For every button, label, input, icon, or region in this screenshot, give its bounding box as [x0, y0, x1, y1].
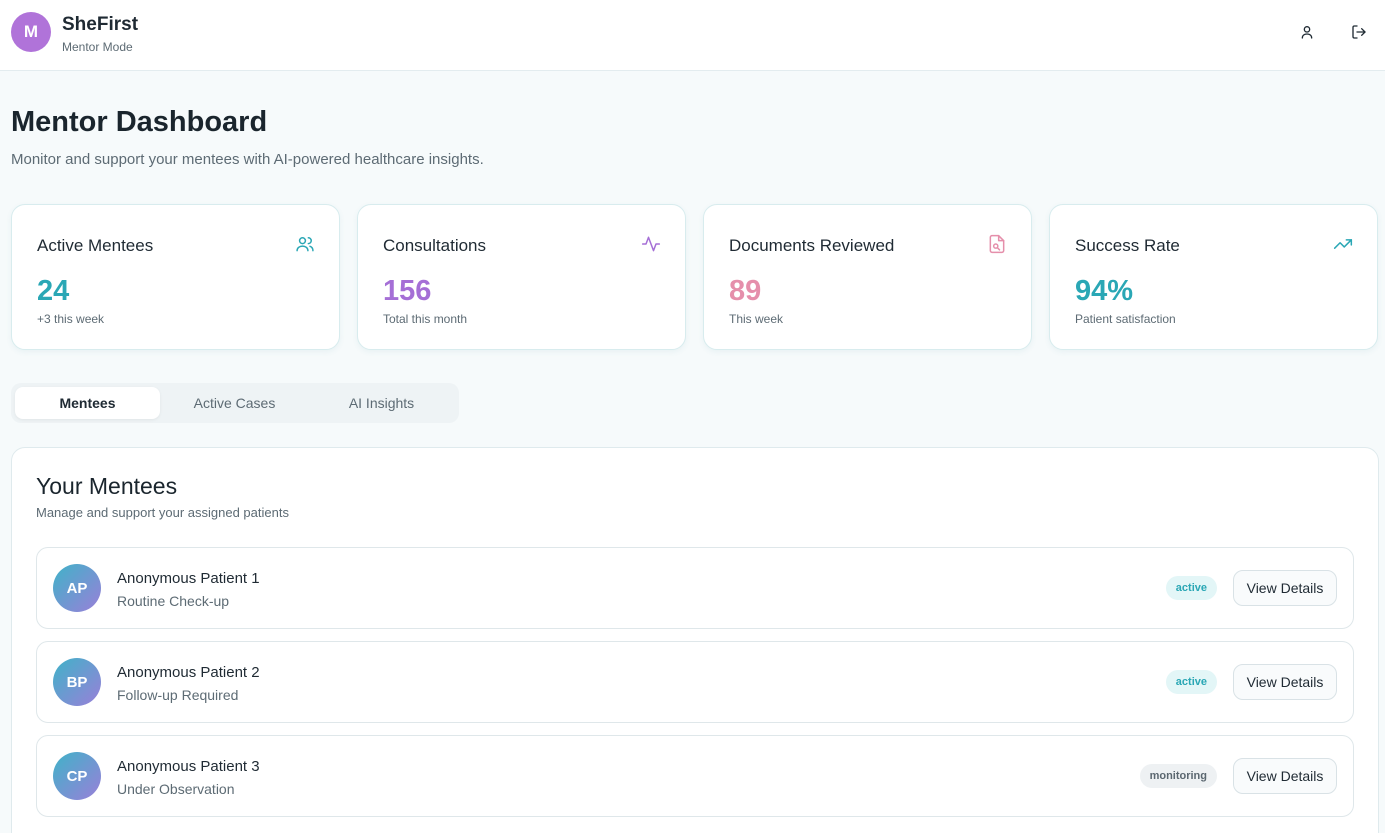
mentee-status: Under Observation	[117, 781, 235, 797]
stat-value: 24	[37, 275, 70, 307]
mentee-row: CP Anonymous Patient 3 Under Observation…	[36, 735, 1354, 817]
status-badge: monitoring	[1139, 764, 1217, 788]
view-details-button[interactable]: View Details	[1233, 758, 1337, 794]
dashboard-tabs: Mentees Active Cases AI Insights	[11, 383, 459, 423]
file-search-icon	[989, 234, 1005, 254]
stat-note: Total this month	[383, 312, 468, 326]
panel-title: Your Mentees	[36, 473, 178, 499]
panel-subtitle: Manage and support your assigned patient…	[36, 505, 289, 520]
mentee-avatar: CP	[53, 752, 101, 800]
tab-active-cases[interactable]: Active Cases	[193, 395, 276, 411]
top-bar: M SheFirst Mentor Mode	[0, 0, 1385, 71]
mentees-panel: Your Mentees Manage and support your ass…	[11, 447, 1379, 833]
stat-card-success-rate: Success Rate 94% Patient satisfaction	[1049, 204, 1378, 350]
logout-icon	[1352, 25, 1366, 39]
stat-note: +3 this week	[37, 312, 105, 326]
stat-label: Documents Reviewed	[729, 236, 895, 255]
view-details-button[interactable]: View Details	[1233, 664, 1337, 700]
mentee-status: Routine Check-up	[117, 593, 230, 609]
stat-value: 94%	[1075, 275, 1134, 307]
user-icon	[1301, 26, 1313, 39]
tab-mentees[interactable]: Mentees	[15, 387, 160, 419]
stat-card-consultations: Consultations 156 Total this month	[357, 204, 686, 350]
status-badge: active	[1165, 670, 1217, 694]
mentee-name: Anonymous Patient 3	[117, 758, 260, 775]
stat-label: Active Mentees	[37, 236, 154, 255]
logout-button[interactable]	[1344, 17, 1374, 47]
app-name: SheFirst	[62, 14, 139, 35]
page-subtitle: Monitor and support your mentees with AI…	[11, 151, 484, 168]
mentee-avatar: AP	[53, 564, 101, 612]
users-icon	[296, 237, 314, 252]
status-badge: active	[1165, 576, 1217, 600]
stat-note: Patient satisfaction	[1075, 312, 1176, 326]
mentee-row: AP Anonymous Patient 1 Routine Check-up …	[36, 547, 1354, 629]
profile-button[interactable]	[1292, 17, 1322, 47]
stat-value: 156	[383, 275, 432, 307]
view-details-button[interactable]: View Details	[1233, 570, 1337, 606]
stat-value: 89	[729, 275, 762, 307]
stat-label: Consultations	[383, 236, 487, 255]
activity-icon	[641, 236, 661, 252]
tab-ai-insights[interactable]: AI Insights	[348, 395, 415, 411]
app-mode-label: Mentor Mode	[62, 40, 133, 54]
mentee-avatar: BP	[53, 658, 101, 706]
mentee-name: Anonymous Patient 1	[117, 570, 260, 587]
app-logo-avatar: M	[11, 12, 51, 52]
page-title: Mentor Dashboard	[11, 106, 268, 138]
stat-note: This week	[729, 312, 784, 326]
trending-up-icon	[1333, 239, 1353, 249]
stat-card-documents-reviewed: Documents Reviewed 89 This week	[703, 204, 1032, 350]
mentee-row: BP Anonymous Patient 2 Follow-up Require…	[36, 641, 1354, 723]
stat-label: Success Rate	[1075, 236, 1180, 255]
mentee-name: Anonymous Patient 2	[117, 664, 260, 681]
mentee-status: Follow-up Required	[117, 687, 239, 703]
stat-card-active-mentees: Active Mentees 24 +3 this week	[11, 204, 340, 350]
